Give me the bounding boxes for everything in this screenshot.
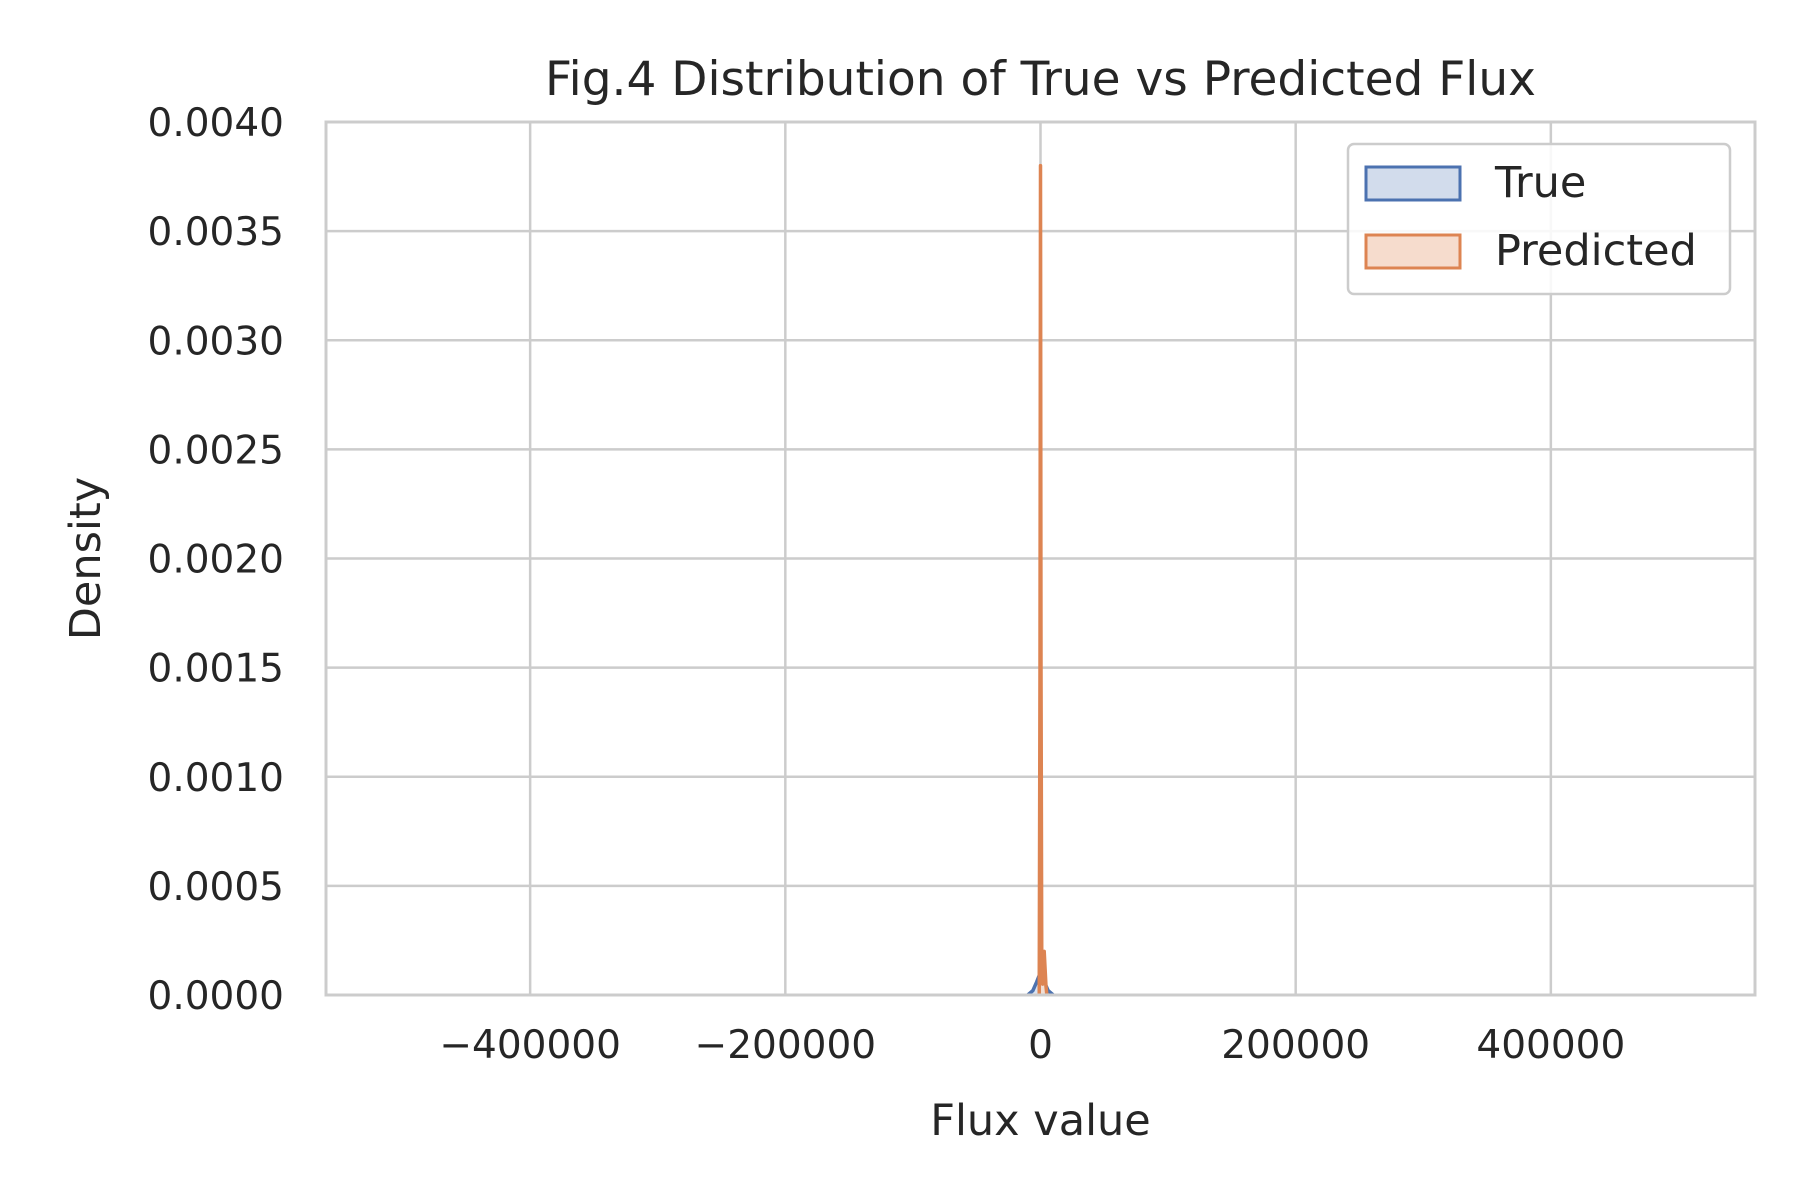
x-axis-label: Flux value [930,1096,1151,1146]
y-tick-label: 0.0030 [148,319,284,364]
y-tick-label: 0.0035 [148,210,284,255]
plot-frame [324,120,1757,997]
y-tick-label: 0.0015 [148,647,284,692]
x-tick-label: −200000 [695,1023,877,1068]
legend-label-true: True [1494,158,1586,208]
y-tick-labels: 0.0000 0.0005 0.0010 0.0015 0.0020 0.0025 0.00… [148,101,284,1019]
y-tick-label: 0.0010 [148,756,284,801]
x-tick-label: −400000 [439,1023,621,1068]
y-tick-label: 0.0025 [148,428,284,473]
y-axis-label: Density [61,477,111,640]
density-series [1026,163,1055,997]
legend: True Predicted [1346,142,1732,296]
x-tick-labels: −400000 −200000 0 200000 400000 [439,1023,1625,1068]
x-tick-label: 200000 [1221,1023,1370,1068]
y-tick-label: 0.0005 [148,865,284,910]
series-line-predicted [1037,163,1049,996]
y-tick-label: 0.0040 [148,101,284,146]
x-tick-label: 400000 [1476,1023,1625,1068]
chart-title: Fig.4 Distribution of True vs Predicted … [545,52,1536,107]
y-tick-label: 0.0000 [148,974,284,1019]
legend-swatch-predicted [1364,233,1462,270]
y-tick-label: 0.0020 [148,538,284,583]
legend-swatch-true [1364,165,1462,202]
legend-label-predicted: Predicted [1495,226,1697,276]
x-tick-label: 0 [1028,1023,1053,1068]
